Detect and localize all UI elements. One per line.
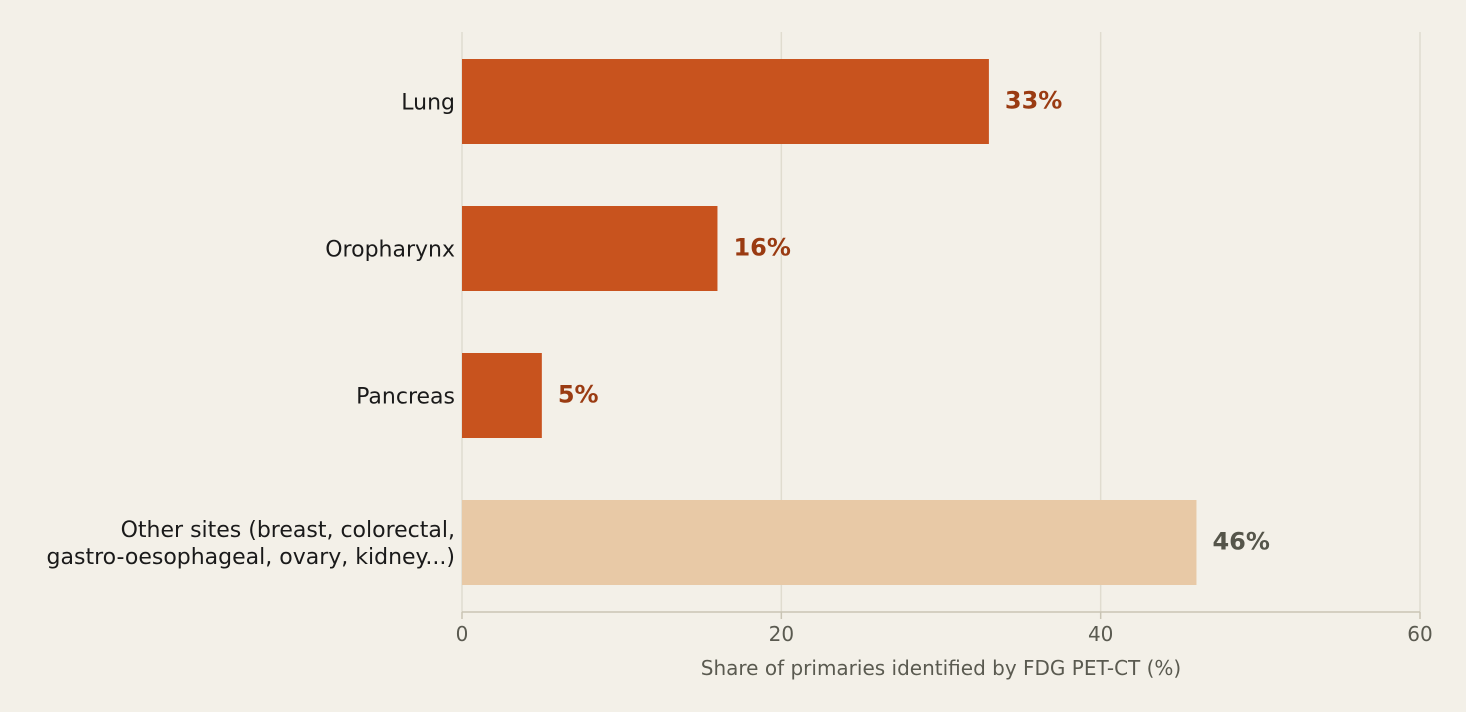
- bar-3: [462, 500, 1197, 585]
- value-labels: 33% 16% 5% 46%: [558, 87, 1270, 556]
- x-tick-label-1: 20: [769, 622, 794, 646]
- bar-2: [462, 353, 542, 438]
- category-label-3: Other sites (breast, colorectal, gastro-o…: [47, 518, 455, 570]
- value-label-1: 16%: [733, 234, 790, 262]
- x-axis-title: Share of primaries identified by FDG PET…: [701, 656, 1181, 680]
- bar-0: [462, 59, 989, 144]
- category-label-2: Pancreas: [356, 385, 455, 410]
- bars: [462, 59, 1197, 585]
- value-label-3: 46%: [1212, 528, 1269, 556]
- category-label-1: Oropharynx: [325, 238, 455, 263]
- category-label-0: Lung: [401, 91, 455, 116]
- x-tick-labels: 0 20 40 60: [456, 612, 1433, 646]
- value-label-2: 5%: [558, 381, 599, 409]
- x-tick-label-0: 0: [456, 622, 469, 646]
- category-labels: Lung Oropharynx Pancreas Other sites (breas…: [47, 91, 455, 571]
- value-label-0: 33%: [1005, 87, 1062, 115]
- x-tick-label-3: 60: [1407, 622, 1432, 646]
- bar-1: [462, 206, 718, 291]
- x-tick-label-2: 40: [1088, 622, 1113, 646]
